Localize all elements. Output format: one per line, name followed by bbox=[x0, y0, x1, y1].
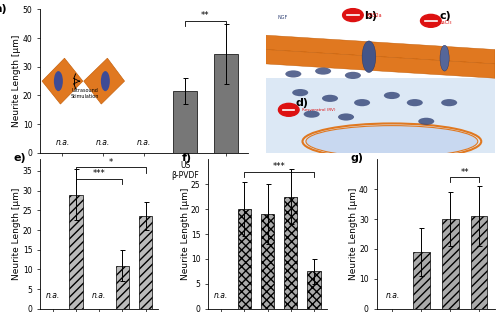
Bar bbox=[238, 209, 251, 309]
Bar bbox=[261, 214, 274, 309]
Polygon shape bbox=[84, 58, 124, 104]
Text: n.a.: n.a. bbox=[96, 138, 110, 147]
Ellipse shape bbox=[362, 41, 376, 72]
Text: **: ** bbox=[201, 11, 209, 20]
Circle shape bbox=[342, 9, 363, 22]
Text: b): b) bbox=[364, 11, 378, 21]
Ellipse shape bbox=[306, 126, 478, 157]
Y-axis label: Neurite Length [µm]: Neurite Length [µm] bbox=[12, 35, 21, 127]
Text: n.a.: n.a. bbox=[92, 291, 106, 300]
Y-axis label: Neurite Length [µm]: Neurite Length [µm] bbox=[348, 188, 358, 280]
Text: K252a: K252a bbox=[366, 12, 382, 17]
Text: **: ** bbox=[460, 168, 469, 177]
Text: f): f) bbox=[182, 153, 192, 163]
Text: g): g) bbox=[350, 153, 364, 163]
Bar bbox=[139, 216, 152, 309]
Text: n.a.: n.a. bbox=[56, 138, 70, 147]
Text: LaCl₃: LaCl₃ bbox=[440, 20, 452, 25]
Ellipse shape bbox=[292, 89, 308, 96]
Bar bbox=[284, 197, 298, 309]
Ellipse shape bbox=[418, 118, 434, 125]
Bar bbox=[70, 195, 82, 309]
Ellipse shape bbox=[338, 114, 354, 120]
Text: e): e) bbox=[14, 153, 26, 163]
Bar bbox=[442, 219, 458, 309]
Ellipse shape bbox=[345, 72, 361, 79]
Text: n.a.: n.a. bbox=[386, 291, 400, 300]
Text: a): a) bbox=[0, 4, 7, 14]
Ellipse shape bbox=[101, 71, 110, 91]
Ellipse shape bbox=[441, 99, 457, 106]
Ellipse shape bbox=[384, 92, 400, 99]
Ellipse shape bbox=[315, 67, 331, 75]
Text: *: * bbox=[108, 158, 113, 167]
Circle shape bbox=[420, 14, 441, 27]
Text: Resveratrol (RV): Resveratrol (RV) bbox=[302, 108, 336, 112]
Bar bbox=[116, 266, 129, 309]
Text: d): d) bbox=[296, 98, 308, 108]
Bar bbox=[307, 271, 320, 309]
Polygon shape bbox=[266, 35, 495, 64]
Ellipse shape bbox=[286, 71, 302, 78]
Text: ***: *** bbox=[272, 162, 285, 171]
Y-axis label: Neurite Length [µm]: Neurite Length [µm] bbox=[180, 188, 190, 280]
Polygon shape bbox=[266, 50, 495, 78]
Ellipse shape bbox=[440, 45, 449, 71]
Ellipse shape bbox=[304, 110, 320, 118]
Text: c): c) bbox=[440, 11, 452, 21]
Polygon shape bbox=[42, 58, 83, 104]
Text: n.a.: n.a. bbox=[137, 138, 152, 147]
Text: ***: *** bbox=[93, 169, 106, 178]
Text: n.a.: n.a. bbox=[46, 291, 60, 300]
Ellipse shape bbox=[322, 95, 338, 102]
Bar bbox=[413, 252, 430, 309]
FancyBboxPatch shape bbox=[266, 78, 495, 153]
Ellipse shape bbox=[407, 99, 423, 106]
Y-axis label: Neurite Length [µm]: Neurite Length [µm] bbox=[12, 188, 21, 280]
Text: Ultrasound
Stimulation: Ultrasound Stimulation bbox=[70, 88, 99, 99]
Ellipse shape bbox=[354, 99, 370, 106]
Ellipse shape bbox=[54, 71, 63, 91]
Text: NGF: NGF bbox=[278, 16, 287, 21]
Circle shape bbox=[278, 103, 299, 116]
Bar bbox=[173, 91, 197, 153]
Text: n.a.: n.a. bbox=[214, 291, 228, 300]
Bar bbox=[470, 216, 488, 309]
Bar bbox=[214, 54, 238, 153]
